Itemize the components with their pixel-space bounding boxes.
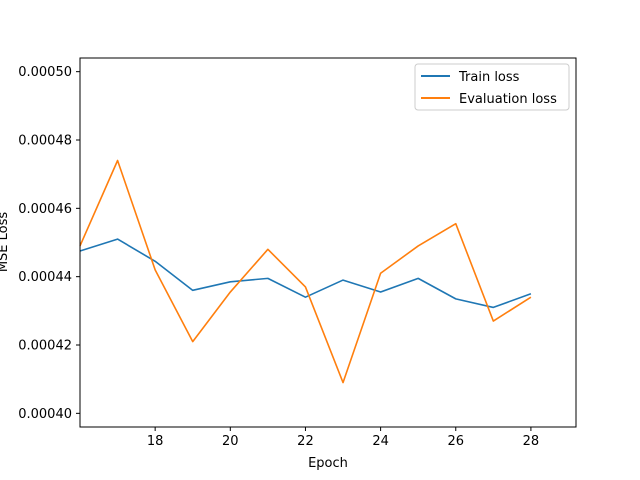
series-layer bbox=[79, 159, 532, 384]
y-axis-label: MSE Loss bbox=[0, 212, 11, 273]
x-tick-label: 24 bbox=[372, 434, 389, 449]
x-tick-label: 18 bbox=[147, 434, 164, 449]
legend-label-train-loss: Train loss bbox=[458, 70, 520, 85]
plot-frame bbox=[79, 57, 577, 428]
y-tick-label: 0.00044 bbox=[18, 270, 72, 285]
x-axis-label: Epoch bbox=[308, 456, 348, 471]
y-axis-ticks: 0.00040 0.00042 0.00044 0.00046 0.00048 0.000… bbox=[18, 65, 80, 422]
legend: Train loss Evaluation loss bbox=[414, 63, 570, 111]
x-tick-label: 26 bbox=[447, 434, 464, 449]
legend-label-evaluation-loss: Evaluation loss bbox=[459, 92, 557, 107]
x-axis-ticks: 18 20 22 24 26 28 bbox=[147, 427, 539, 449]
y-tick-label: 0.00040 bbox=[18, 407, 72, 422]
x-tick-label: 22 bbox=[297, 434, 314, 449]
y-tick-label: 0.00042 bbox=[18, 339, 72, 354]
plot-area bbox=[80, 58, 576, 427]
x-tick-label: 28 bbox=[523, 434, 540, 449]
series-line-evaluation-loss bbox=[79, 159, 532, 384]
series-line-train-loss bbox=[79, 238, 532, 309]
x-tick-label: 20 bbox=[222, 434, 239, 449]
y-tick-label: 0.00048 bbox=[18, 134, 72, 149]
y-tick-label: 0.00046 bbox=[18, 202, 72, 217]
legend-box bbox=[414, 63, 570, 111]
y-tick-label: 0.00050 bbox=[18, 65, 72, 80]
